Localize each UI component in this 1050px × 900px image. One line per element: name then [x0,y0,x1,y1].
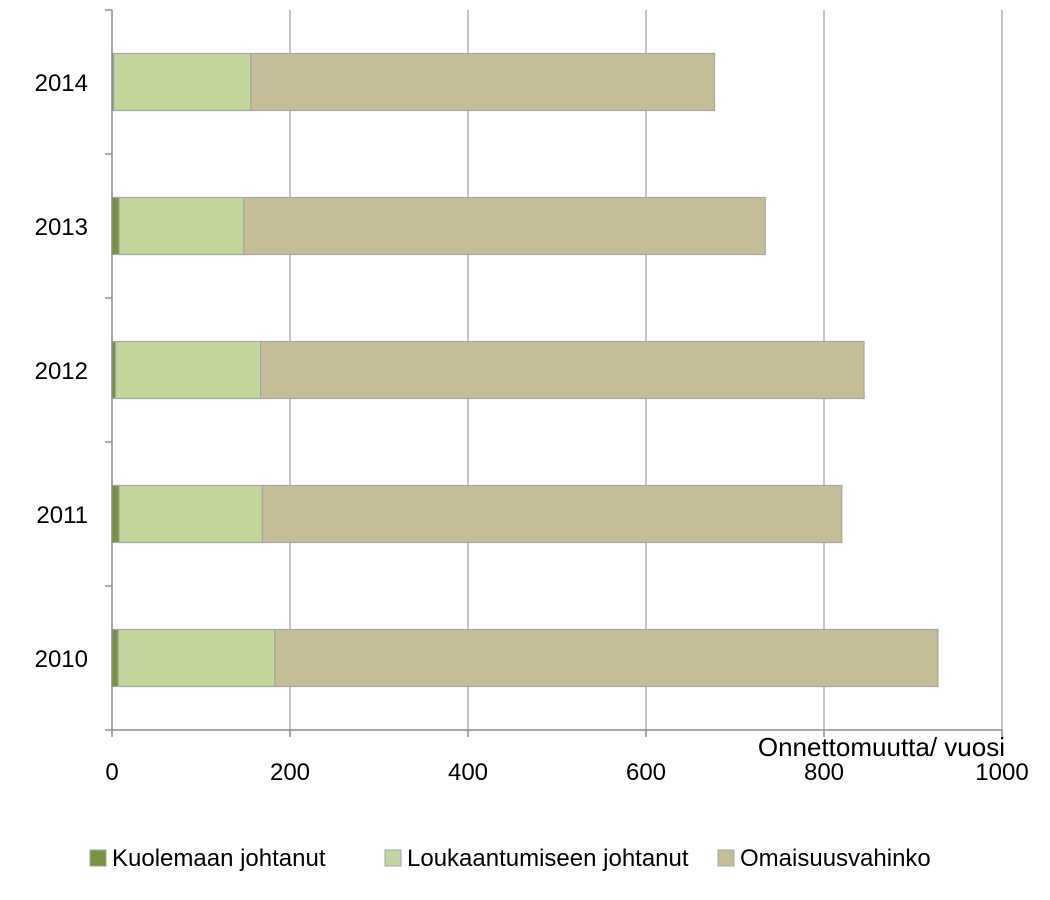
x-tick-label: 400 [448,759,488,786]
legend-swatch-2 [384,849,402,867]
bar-2010-series-3 [274,628,939,688]
bar-2011-series-1 [111,484,120,544]
y-tick-label: 2010 [35,646,88,673]
bar-2013-series-1 [111,196,120,256]
y-tick-label: 2011 [36,502,88,529]
x-axis-title: Onnettomuutta/ vuosi [758,732,1005,762]
bar-2012-series-3 [260,340,865,400]
bar-2014-series-2 [113,52,252,112]
x-tick-label: 800 [804,759,844,786]
bar-2011-series-2 [118,484,264,544]
bar-2013-series-3 [243,196,766,256]
y-tick-label: 2013 [35,214,88,241]
bars [111,52,939,688]
y-tick-labels: 2010 2011 2012 2013 2014 [35,70,88,673]
x-tick-label: 200 [270,759,310,786]
bar-2011-series-3 [261,484,843,544]
x-tick-label: 600 [626,759,666,786]
bar-2013-series-2 [118,196,245,256]
axes [105,9,1003,737]
legend-label-1: Kuolemaan johtanut [112,845,326,872]
bar-2014-series-3 [250,52,716,112]
bar-2010-series-2 [117,628,276,688]
x-tick-label: 1000 [975,759,1028,786]
y-tick-label: 2012 [35,358,88,385]
legend-label-2: Loukaantumiseen johtanut [407,845,689,872]
legend-swatch-3 [717,849,735,867]
legend-swatch-1 [89,849,107,867]
legend: Kuolemaan johtanut Loukaantumiseen johtan… [89,845,931,872]
bar-2010-series-1 [111,628,119,688]
x-tick-labels: 0 200 400 600 800 1000 [105,759,1028,786]
y-tick-label: 2014 [35,70,88,97]
x-tick-label: 0 [105,759,118,786]
legend-label-3: Omaisuusvahinko [740,845,931,872]
bar-2012-series-2 [114,340,262,400]
